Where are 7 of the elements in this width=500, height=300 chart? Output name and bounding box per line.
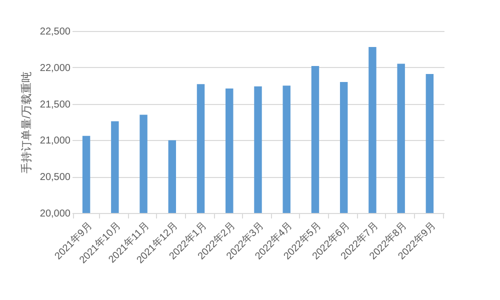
y-tick-label: 20,500	[40, 172, 71, 184]
y-tick-label: 20,000	[40, 208, 71, 220]
y-axis-title: 手持订单量/万载重吨	[20, 71, 33, 174]
y-tick-label: 22,500	[40, 26, 71, 38]
y-tick-label: 21,000	[40, 136, 71, 147]
y-tick-label: 21,500	[40, 99, 71, 110]
y-tick-label: 22,000	[40, 62, 71, 74]
